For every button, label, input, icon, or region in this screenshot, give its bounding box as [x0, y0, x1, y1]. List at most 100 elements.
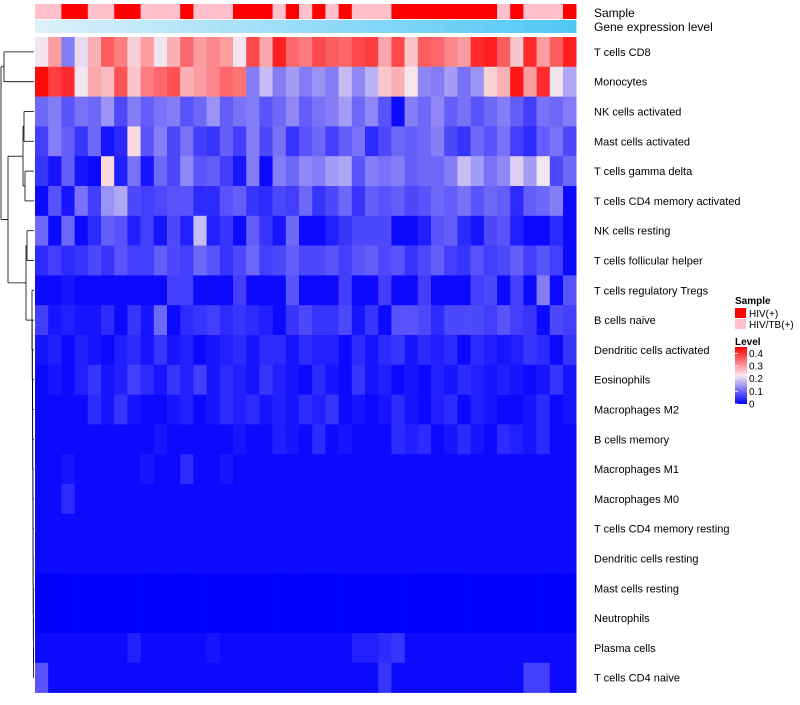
heatmap-cell	[549, 454, 564, 485]
heatmap-cell	[351, 424, 366, 455]
heatmap-cell	[48, 484, 62, 515]
heatmap-cell	[87, 126, 102, 157]
heatmap-cell	[233, 305, 247, 336]
heatmap-cell	[325, 126, 339, 157]
heatmap-cell	[272, 186, 287, 217]
heatmap-cell	[497, 245, 511, 276]
heatmap-cell	[285, 424, 300, 455]
heatmap-cell	[61, 424, 75, 455]
heatmap-cell	[312, 186, 326, 217]
heatmap-cell	[378, 573, 392, 604]
heatmap-cell	[312, 364, 326, 395]
heatmap-cell	[272, 364, 287, 395]
heatmap-cell	[87, 305, 102, 336]
heatmap-cell	[417, 275, 432, 306]
heatmap-cell	[127, 513, 141, 544]
heatmap-cell	[233, 126, 247, 157]
expression-annotation-cell	[114, 20, 128, 33]
heatmap-cell	[219, 275, 234, 306]
heatmap-cell	[391, 662, 405, 693]
heatmap-cell	[391, 156, 405, 187]
heatmap-cell	[114, 484, 128, 515]
expression-track-label: Gene expression level	[594, 20, 713, 34]
heatmap-cell	[219, 633, 234, 664]
heatmap-cell	[378, 186, 392, 217]
heatmap-cell	[351, 245, 366, 276]
heatmap-cell	[444, 245, 458, 276]
heatmap-cell	[153, 454, 168, 485]
heatmap-cell	[391, 484, 405, 515]
heatmap-cell	[338, 66, 353, 97]
expression-annotation-cell	[325, 20, 339, 33]
heatmap-cell	[233, 424, 247, 455]
heatmap-cell	[259, 186, 273, 217]
heatmap-cell	[523, 215, 537, 246]
heatmap-cell	[127, 573, 141, 604]
heatmap-cell	[312, 662, 326, 693]
heatmap-cell	[391, 364, 405, 395]
heatmap-cell	[272, 305, 287, 336]
heatmap-cell	[259, 364, 273, 395]
heatmap-cell	[61, 275, 75, 306]
heatmap-cell	[48, 245, 62, 276]
heatmap-cell	[536, 424, 551, 455]
heatmap-cell	[101, 364, 115, 395]
heatmap-cell	[259, 66, 273, 97]
heatmap-cell	[259, 245, 273, 276]
heatmap-cell	[74, 305, 89, 336]
heatmap-cell	[365, 633, 379, 664]
heatmap-cell	[338, 275, 353, 306]
heatmap-cell	[246, 454, 260, 485]
expression-annotation-cell	[246, 20, 260, 33]
heatmap-cell	[35, 454, 49, 485]
heatmap-cell	[87, 424, 102, 455]
heatmap-cell	[536, 186, 551, 217]
expression-annotation-cell	[272, 20, 287, 33]
heatmap-cell	[259, 394, 273, 425]
heatmap-cell	[285, 245, 300, 276]
row-labels: T cells CD8 Monocytes NK cells activated Ma…	[594, 47, 741, 685]
heatmap-cell	[523, 662, 537, 693]
expression-annotation-cell	[285, 20, 300, 33]
heatmap-cell	[61, 37, 75, 68]
heatmap-cell	[563, 156, 577, 187]
heatmap-cell	[35, 66, 49, 97]
heatmap-cell	[167, 543, 181, 574]
heatmap-cell	[101, 186, 115, 217]
heatmap-cell	[431, 513, 445, 544]
sample-annotation-cell	[351, 4, 366, 19]
heatmap-cell	[87, 96, 102, 127]
heatmap-cell	[325, 573, 339, 604]
heatmap-cell	[325, 364, 339, 395]
heatmap-cell	[48, 305, 62, 336]
heatmap-cell	[325, 305, 339, 336]
heatmap-cell	[497, 364, 511, 395]
heatmap-cell	[510, 662, 524, 693]
heatmap-cell	[497, 37, 511, 68]
heatmap-cell	[549, 156, 564, 187]
heatmap-cell	[338, 394, 353, 425]
heatmap-cell	[101, 454, 115, 485]
heatmap-cell	[140, 573, 155, 604]
heatmap-cell	[219, 513, 234, 544]
heatmap-cell	[563, 573, 577, 604]
heatmap-cell	[365, 186, 379, 217]
expression-annotation-cell	[536, 20, 551, 33]
heatmap-cell	[404, 424, 419, 455]
heatmap-cell	[167, 513, 181, 544]
heatmap-cell	[497, 305, 511, 336]
expression-annotation-cell	[483, 20, 498, 33]
heatmap-cell	[404, 513, 419, 544]
heatmap-cell	[523, 186, 537, 217]
sample-annotation-cell	[272, 4, 287, 19]
heatmap-cell	[378, 603, 392, 634]
colorbar-tick-label: 0.3	[749, 362, 763, 373]
heatmap-cell	[285, 543, 300, 574]
sample-annotation-cell	[391, 4, 405, 19]
heatmap-cell	[272, 335, 287, 366]
heatmap-cell	[193, 484, 207, 515]
heatmap-cell	[351, 66, 366, 97]
heatmap-cell	[206, 394, 221, 425]
heatmap-cell	[536, 394, 551, 425]
heatmap-cell	[444, 394, 458, 425]
